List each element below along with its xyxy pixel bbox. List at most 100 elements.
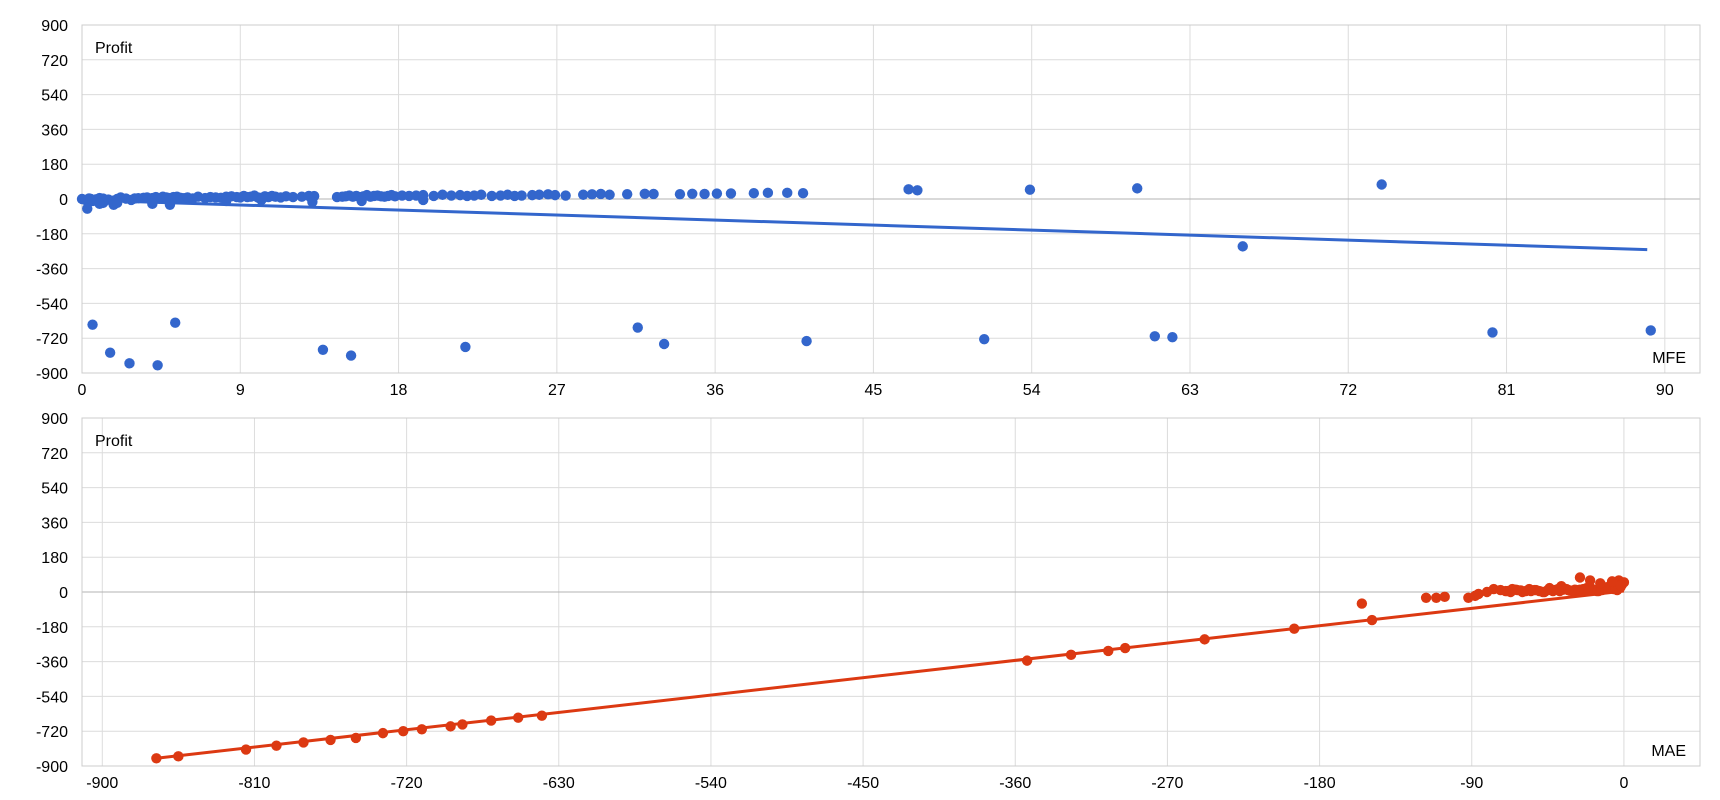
data-point[interactable] [416,724,428,735]
data-point[interactable] [457,719,468,730]
data-point[interactable] [428,190,439,202]
data-point[interactable] [151,753,162,764]
data-point[interactable] [578,189,589,200]
data-point[interactable] [586,189,598,200]
data-point[interactable] [1420,592,1432,603]
data-point[interactable] [1021,655,1033,666]
data-point[interactable] [271,740,282,751]
data-point[interactable] [513,712,524,723]
data-point[interactable] [1103,645,1114,657]
data-point[interactable] [164,199,176,210]
x-tick-label: -270 [1151,775,1183,792]
data-point[interactable] [147,198,158,210]
data-point[interactable] [170,317,181,328]
data-point[interactable] [536,710,548,721]
data-point[interactable] [104,347,116,358]
data-point[interactable] [445,721,456,732]
data-point[interactable] [1431,592,1442,603]
data-point[interactable] [1237,241,1248,252]
data-point[interactable] [699,188,710,200]
data-point[interactable] [111,197,123,209]
data-point[interactable] [912,185,923,196]
data-point[interactable] [1574,572,1586,583]
data-point[interactable] [485,715,497,726]
data-point[interactable] [345,350,357,361]
data-point[interactable] [725,188,737,199]
data-point[interactable] [1595,578,1606,589]
data-point[interactable] [240,744,252,755]
y-tick-label: 360 [41,122,68,139]
data-point[interactable] [1132,183,1143,194]
data-point[interactable] [350,732,362,744]
x-tick-label: 90 [1656,382,1674,399]
data-point[interactable] [1606,576,1618,587]
data-point[interactable] [711,188,723,199]
data-point[interactable] [460,341,471,353]
data-point[interactable] [639,188,650,199]
data-point[interactable] [152,360,163,371]
data-point[interactable] [621,188,633,200]
data-point[interactable] [903,184,914,195]
data-point[interactable] [1473,588,1484,600]
x-tick-label: 81 [1498,382,1516,399]
data-point[interactable] [287,191,299,203]
data-point[interactable] [1356,598,1368,609]
data-point[interactable] [549,189,561,201]
data-point[interactable] [398,726,409,737]
data-point[interactable] [534,189,545,200]
data-point[interactable] [1615,580,1626,591]
data-point[interactable] [687,188,698,199]
data-point[interactable] [1167,332,1178,343]
data-point[interactable] [648,188,659,200]
data-point[interactable] [1024,184,1036,195]
data-point[interactable] [307,196,318,208]
data-point[interactable] [632,322,643,333]
data-point[interactable] [801,335,812,347]
data-point[interactable] [674,188,686,200]
data-point[interactable] [797,188,809,199]
data-point[interactable] [762,187,774,199]
data-point[interactable] [1525,585,1537,597]
data-point[interactable] [1289,623,1300,634]
data-point[interactable] [446,190,457,201]
data-point[interactable] [1065,649,1077,661]
data-point[interactable] [94,198,105,210]
data-point[interactable] [356,195,367,207]
data-point[interactable] [173,751,184,762]
x-tick-label: 0 [1619,775,1628,792]
data-point[interactable] [516,190,527,201]
data-point[interactable] [658,338,670,350]
data-point[interactable] [87,319,98,330]
data-point[interactable] [595,188,607,200]
data-point[interactable] [317,344,329,355]
data-point[interactable] [1199,634,1210,645]
data-point[interactable] [1149,331,1161,342]
data-point[interactable] [1645,325,1656,336]
data-point[interactable] [979,333,990,345]
data-point[interactable] [1500,585,1511,597]
data-point[interactable] [748,188,760,199]
data-point[interactable] [782,187,793,199]
data-point[interactable] [124,358,135,369]
data-point[interactable] [604,189,615,200]
data-point[interactable] [486,190,497,202]
data-point[interactable] [1439,591,1450,603]
data-point[interactable] [82,203,93,214]
y-tick-label: 360 [41,515,68,532]
data-point[interactable] [560,190,571,201]
data-point[interactable] [476,189,487,200]
data-point[interactable] [298,737,309,748]
data-point[interactable] [417,194,429,206]
data-point[interactable] [1487,327,1498,338]
data-point[interactable] [377,727,389,739]
data-point[interactable] [221,195,232,207]
data-point[interactable] [437,189,448,200]
y-tick-label: 720 [41,53,68,70]
data-point[interactable] [1119,642,1131,654]
data-point[interactable] [1376,179,1387,190]
data-point[interactable] [256,194,267,206]
data-point[interactable] [1584,575,1596,586]
x-tick-label: -360 [999,775,1031,792]
data-point[interactable] [325,734,336,746]
data-point[interactable] [1366,614,1378,626]
